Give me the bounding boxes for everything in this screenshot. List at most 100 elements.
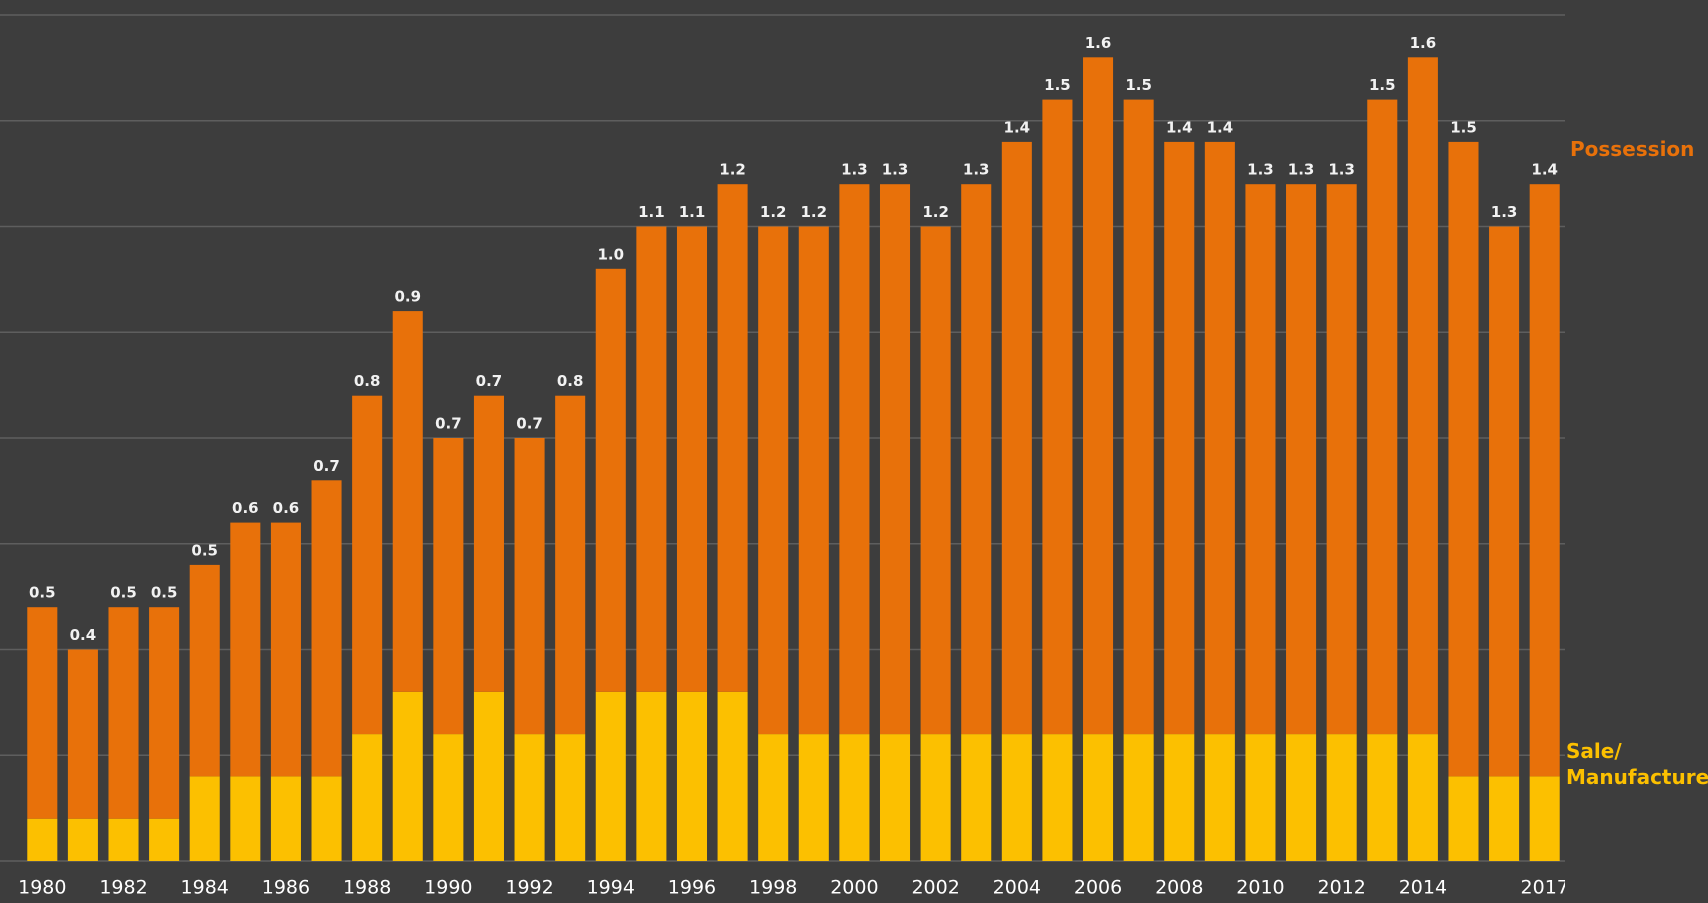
bar-segment [1083, 57, 1114, 735]
value-label: 1.1 [638, 203, 665, 221]
bar-segment [1367, 734, 1398, 861]
bar-segment [1083, 734, 1114, 861]
value-label: 1.0 [597, 245, 624, 263]
bar-segment [1529, 184, 1560, 777]
bar-segment [1448, 776, 1479, 861]
bar-segment [1286, 734, 1317, 861]
bar-segment [1407, 57, 1438, 735]
legend-label: Possession [1570, 137, 1695, 161]
bar-segment [1367, 99, 1398, 735]
x-tick-label: 2000 [830, 877, 878, 899]
bar-segment [717, 184, 748, 692]
value-label: 0.5 [151, 584, 178, 602]
x-tick-label: 2004 [993, 877, 1041, 899]
bar-segment [555, 734, 586, 861]
bar-segment [676, 691, 708, 861]
bar-segment [1489, 226, 1520, 777]
x-tick-label: 2012 [1317, 877, 1365, 899]
x-tick-label: 2010 [1236, 877, 1284, 899]
bar-segment [270, 522, 301, 777]
bar-segment [27, 818, 58, 861]
bar-segment [230, 776, 261, 861]
bar-segment [555, 395, 586, 735]
value-label: 1.2 [922, 203, 949, 221]
value-label: 1.6 [1085, 34, 1112, 52]
bar-segment [1448, 141, 1479, 777]
bar-segment [1407, 734, 1438, 861]
bar-segment [595, 691, 626, 861]
bar-segment [352, 734, 383, 861]
bar-segment [1164, 734, 1195, 861]
bar-segment [879, 184, 911, 735]
value-label: 1.3 [882, 161, 909, 179]
value-label: 0.5 [191, 541, 218, 559]
bar-segment [230, 522, 261, 777]
bar-segment [1245, 734, 1276, 861]
value-label: 1.5 [1369, 76, 1396, 94]
value-label: 0.7 [313, 457, 340, 475]
value-label: 1.4 [1207, 118, 1234, 136]
value-label: 0.5 [110, 584, 137, 602]
bar-segment [108, 607, 139, 819]
bar-segment [1326, 734, 1357, 861]
bar-segment [798, 226, 829, 735]
chart: 0.10.519800.10.40.10.519820.10.50.20.519… [0, 14, 1565, 899]
bar-segment [1042, 99, 1073, 735]
value-label: 1.4 [1531, 161, 1558, 179]
bar-segment [473, 691, 504, 861]
bar-segment [149, 607, 180, 819]
bar-segment [920, 734, 951, 861]
x-tick-label: 1990 [424, 877, 472, 899]
x-tick-label: 1980 [18, 877, 66, 899]
bar-segment [311, 776, 342, 861]
bar-segment [67, 818, 98, 861]
bar-segment [798, 734, 829, 861]
bar-segment [1001, 141, 1032, 735]
bar-segment [311, 480, 342, 777]
x-tick-label: 1982 [99, 877, 147, 899]
value-label: 1.1 [679, 203, 706, 221]
bar-segment [676, 226, 708, 692]
bar-segment [1042, 734, 1073, 861]
legend-label: Sale/ Manufacture [1566, 739, 1708, 789]
value-label: 1.5 [1125, 76, 1152, 94]
value-label: 0.4 [70, 626, 97, 644]
value-label: 1.2 [760, 203, 787, 221]
bar-segment [270, 776, 301, 861]
value-label: 1.4 [1004, 118, 1031, 136]
bar-segment [1286, 184, 1317, 735]
bar-segment [189, 564, 220, 777]
value-label: 1.5 [1044, 76, 1071, 94]
bar-segment [27, 607, 58, 819]
bar-segment [920, 226, 951, 735]
x-tick-label: 1998 [749, 877, 797, 899]
x-tick-label: 1994 [587, 877, 635, 899]
value-label: 0.7 [476, 372, 503, 390]
value-label: 1.2 [719, 161, 746, 179]
bar-segment [352, 395, 383, 735]
value-label: 0.7 [516, 415, 543, 433]
value-label: 0.8 [557, 372, 584, 390]
bar-segment [758, 734, 789, 861]
bar-segment [1123, 99, 1154, 735]
value-label: 1.3 [1328, 161, 1355, 179]
bar-segment [839, 734, 870, 861]
bar-segment [1123, 734, 1154, 861]
value-label: 0.8 [354, 372, 381, 390]
value-label: 1.2 [801, 203, 828, 221]
x-tick-label: 2002 [911, 877, 959, 899]
value-label: 1.3 [963, 161, 990, 179]
x-tick-label: 2014 [1399, 877, 1447, 899]
bar-segment [1204, 734, 1235, 861]
bar-segment [961, 734, 992, 861]
bar-segment [514, 734, 545, 861]
x-tick-label: 1996 [668, 877, 716, 899]
value-label: 1.3 [1288, 161, 1315, 179]
x-tick-label: 1984 [181, 877, 229, 899]
value-label: 1.5 [1450, 118, 1477, 136]
bar-segment [1326, 184, 1357, 735]
x-tick-label: 1992 [505, 877, 553, 899]
value-label: 1.6 [1410, 34, 1437, 52]
value-label: 0.6 [232, 499, 259, 517]
